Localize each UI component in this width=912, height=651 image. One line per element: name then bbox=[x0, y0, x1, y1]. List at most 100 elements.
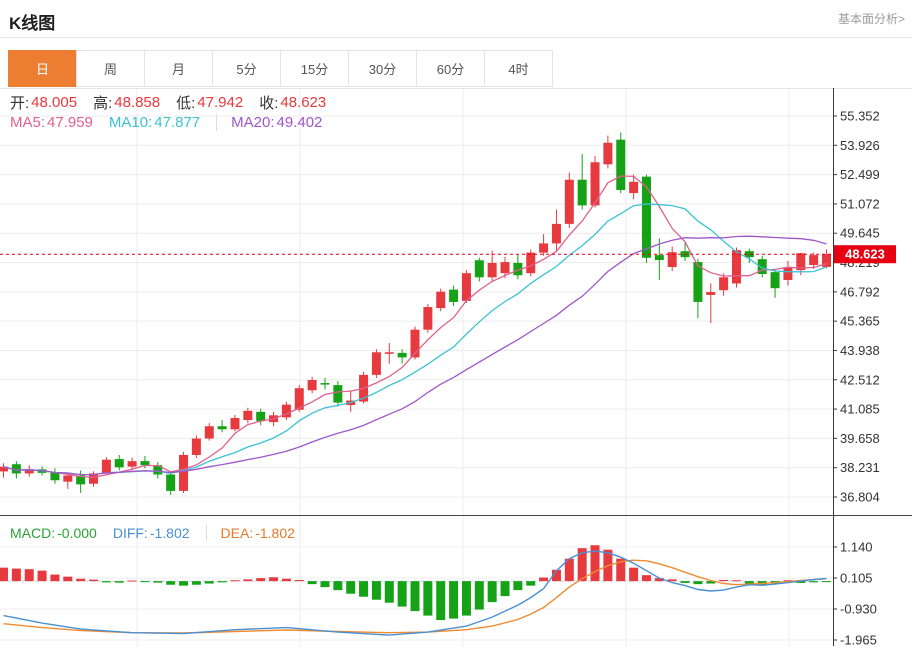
tab-周[interactable]: 周 bbox=[76, 50, 145, 87]
candle-body bbox=[127, 461, 137, 467]
legend-item: MA20: 49.402 bbox=[216, 114, 322, 131]
macd-bar bbox=[616, 558, 626, 582]
candle-body bbox=[423, 307, 433, 330]
axis-tick-label: 1.140 bbox=[840, 540, 873, 555]
macd-bar bbox=[474, 581, 484, 610]
macd-bar bbox=[822, 581, 831, 583]
macd-bar bbox=[654, 578, 664, 582]
candle-body bbox=[397, 352, 407, 358]
macd-bar bbox=[191, 581, 201, 585]
tab-5分[interactable]: 5分 bbox=[212, 50, 281, 87]
candle-body bbox=[513, 262, 523, 276]
macd-bar bbox=[487, 581, 497, 603]
candle-body bbox=[76, 475, 86, 485]
candle-body bbox=[616, 139, 626, 190]
macd-bar bbox=[256, 578, 266, 582]
candle-body bbox=[809, 255, 819, 265]
candle-body bbox=[371, 352, 381, 375]
macd-bar bbox=[629, 567, 639, 582]
candle-body bbox=[783, 267, 793, 280]
legend-item: 高: 48.858 bbox=[93, 94, 161, 112]
candle-body bbox=[744, 251, 754, 258]
page-header: K线图 基本面分析> bbox=[0, 0, 912, 38]
macd-bar bbox=[37, 570, 47, 582]
candle-body bbox=[461, 273, 471, 301]
candle-body bbox=[796, 253, 806, 271]
macd-legend: MACD: -0.000 DIFF: -1.802 DEA: -1.802 bbox=[10, 525, 311, 541]
candle-body bbox=[89, 473, 99, 484]
macd-bar bbox=[140, 581, 150, 583]
candle-body bbox=[24, 469, 34, 474]
tab-日[interactable]: 日 bbox=[8, 50, 77, 87]
tab-4时[interactable]: 4时 bbox=[484, 50, 553, 87]
legend-item: 低: 47.942 bbox=[176, 94, 244, 112]
ohlc-legend: 开: 48.005 高: 48.858 低: 47.942 收: 48.623 bbox=[10, 92, 342, 113]
candle-body bbox=[551, 223, 561, 244]
axis-tick-label: -0.930 bbox=[840, 602, 877, 617]
chart-canvas[interactable]: 55.35253.92652.49951.07249.64548.21946.7… bbox=[0, 88, 912, 648]
diff-line bbox=[3, 550, 827, 636]
macd-bar bbox=[114, 581, 124, 583]
candle-body bbox=[11, 464, 21, 474]
candle-body bbox=[693, 262, 703, 302]
macd-bar bbox=[526, 581, 536, 586]
macd-bar bbox=[127, 580, 137, 582]
macd-bar bbox=[436, 581, 446, 621]
candle-body bbox=[410, 329, 420, 358]
candle-body bbox=[243, 410, 253, 421]
candle-body bbox=[256, 411, 266, 422]
macd-bar bbox=[101, 581, 111, 583]
macd-bar bbox=[719, 579, 729, 582]
axis-tick-label: 39.658 bbox=[840, 431, 880, 446]
candle-body bbox=[166, 474, 176, 491]
candle-body bbox=[63, 475, 73, 482]
fundamental-analysis-link[interactable]: 基本面分析> bbox=[837, 12, 905, 26]
macd-bar bbox=[281, 578, 291, 582]
macd-bar bbox=[230, 580, 240, 582]
macd-bar bbox=[217, 581, 227, 583]
macd-bar bbox=[796, 581, 806, 583]
axis-tick-label: 43.938 bbox=[840, 343, 880, 358]
macd-bar bbox=[63, 576, 73, 582]
legend-item: DEA: -1.802 bbox=[205, 525, 295, 541]
candle-body bbox=[590, 162, 600, 206]
candle-body bbox=[50, 472, 60, 481]
legend-item: 收: 48.623 bbox=[259, 94, 327, 112]
candle-body bbox=[564, 179, 574, 224]
candle-body bbox=[320, 383, 330, 385]
tab-60分[interactable]: 60分 bbox=[416, 50, 485, 87]
macd-bar bbox=[179, 581, 189, 586]
candle-body bbox=[307, 379, 317, 391]
axis-tick-label: 41.085 bbox=[840, 402, 880, 417]
axis-tick-label: 45.365 bbox=[840, 314, 880, 329]
axis-tick-label: 53.926 bbox=[840, 138, 880, 153]
macd-bar bbox=[500, 581, 510, 597]
candle-body bbox=[641, 176, 651, 258]
candle-body bbox=[603, 142, 613, 165]
ma5-line bbox=[3, 175, 827, 478]
axis-tick-label: 52.499 bbox=[840, 167, 880, 182]
macd-bar bbox=[539, 577, 549, 582]
candle-body bbox=[281, 404, 291, 418]
interval-tab-bar: 日周月 5分 15分 30分 60分 4时 bbox=[8, 50, 553, 87]
candle-body bbox=[654, 255, 664, 261]
tab-月[interactable]: 月 bbox=[144, 50, 213, 87]
macd-bar bbox=[76, 578, 86, 582]
candle-body bbox=[487, 262, 497, 278]
macd-bar bbox=[204, 581, 214, 584]
macd-bar bbox=[50, 574, 60, 582]
macd-bar bbox=[461, 581, 471, 616]
macd-bar bbox=[243, 579, 253, 582]
last-price-tag[interactable] bbox=[834, 245, 896, 264]
macd-bar bbox=[11, 568, 21, 582]
macd-bar bbox=[680, 581, 690, 583]
tab-15分[interactable]: 15分 bbox=[280, 50, 349, 87]
tab-30分[interactable]: 30分 bbox=[348, 50, 417, 87]
axis-tick-label: 46.792 bbox=[840, 284, 880, 299]
macd-bar bbox=[564, 558, 574, 582]
macd-bar bbox=[693, 581, 703, 585]
candle-body bbox=[436, 291, 446, 309]
candle-body bbox=[179, 454, 189, 491]
macd-bar bbox=[449, 581, 459, 619]
macd-bar bbox=[24, 569, 34, 582]
